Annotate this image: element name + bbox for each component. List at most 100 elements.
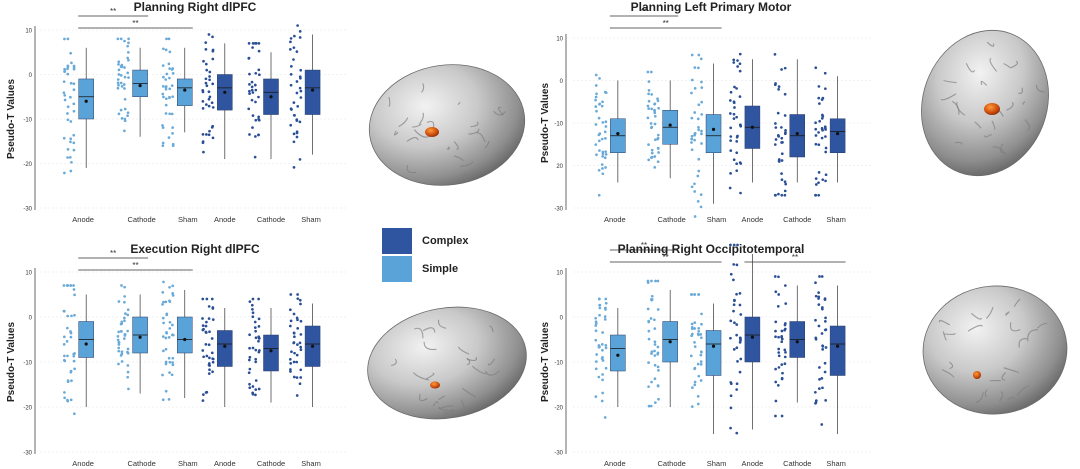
data-dot	[168, 76, 171, 80]
data-dot	[700, 322, 703, 326]
data-dot	[126, 347, 130, 351]
box-mean	[183, 88, 187, 92]
data-dot	[783, 348, 787, 352]
data-dot	[119, 37, 123, 41]
brain-sulcus	[413, 129, 431, 138]
data-dot	[205, 84, 209, 88]
data-dot	[62, 335, 66, 339]
data-dot	[204, 41, 208, 44]
data-dot	[123, 332, 127, 336]
data-dot	[657, 151, 660, 154]
brain-sulcus	[992, 146, 1007, 155]
data-dot	[693, 327, 697, 330]
y-tick-label: -20	[23, 162, 32, 168]
data-dot	[594, 84, 598, 87]
data-dot	[211, 318, 215, 321]
data-dot	[598, 77, 601, 80]
data-dot	[656, 133, 660, 137]
data-dot	[69, 51, 72, 55]
brain-sulcus	[432, 401, 439, 407]
significance-label: **	[132, 19, 138, 28]
brain-sulcus	[1016, 385, 1030, 396]
data-dot	[594, 324, 598, 327]
data-dot	[823, 361, 827, 365]
data-dot	[162, 321, 165, 325]
data-dot	[69, 95, 72, 99]
data-dot	[824, 399, 828, 402]
data-dot	[66, 105, 70, 109]
data-dot	[817, 303, 821, 306]
data-dot	[248, 355, 252, 359]
significance-bracket: **	[744, 253, 846, 263]
chart-panel-2: 10 0 -10 20 -30 Pseudo-T Values Planning Left …	[540, 0, 872, 224]
data-dot	[781, 140, 784, 144]
data-dot	[207, 305, 211, 308]
data-dot	[735, 333, 739, 337]
data-dot	[594, 143, 598, 146]
data-dot	[780, 414, 784, 418]
box-5	[263, 334, 279, 372]
data-dot	[601, 100, 604, 104]
data-dot	[700, 80, 703, 84]
data-dot	[598, 303, 602, 307]
data-dot	[211, 57, 215, 61]
data-dot	[733, 106, 736, 109]
data-dot	[604, 150, 608, 154]
x-category-label: Cathode	[257, 215, 285, 224]
data-dot	[732, 303, 736, 307]
significance-bracket: **	[78, 261, 193, 271]
data-dot	[693, 345, 697, 348]
data-dot	[117, 330, 121, 334]
brain-surface	[367, 306, 527, 420]
data-dot	[777, 293, 781, 296]
brain-sulcus	[412, 123, 422, 128]
data-dot	[168, 95, 171, 99]
data-dot	[171, 144, 175, 148]
box-mean	[183, 337, 187, 342]
data-dot	[700, 312, 703, 316]
data-dot	[117, 68, 121, 72]
brain-sulcus	[398, 117, 409, 128]
data-dot	[205, 297, 209, 301]
brain-sulcus	[438, 395, 446, 401]
data-dot	[258, 337, 261, 340]
data-dot	[66, 354, 69, 358]
data-dot	[784, 350, 787, 354]
data-dot	[693, 182, 696, 186]
data-dot	[62, 136, 66, 140]
data-dot	[735, 292, 738, 296]
significance-label: **	[110, 249, 116, 258]
data-dot	[171, 363, 175, 367]
data-dot	[292, 58, 295, 61]
data-dot	[690, 334, 693, 338]
data-dot	[601, 150, 605, 154]
data-dot	[693, 293, 697, 296]
data-dot	[293, 335, 296, 339]
data-dot	[211, 124, 215, 128]
data-dot	[777, 354, 781, 358]
data-dot	[63, 391, 66, 394]
data-dot	[72, 354, 76, 358]
data-dot	[299, 345, 303, 349]
data-dot	[63, 359, 67, 363]
data-dot	[690, 185, 694, 189]
data-dot	[653, 363, 657, 367]
y-tick-label: 10	[556, 271, 563, 277]
data-dot	[298, 30, 302, 33]
brain-sulcus	[437, 319, 447, 329]
data-dot	[824, 128, 827, 131]
data-dot	[774, 122, 777, 125]
brain-image-4	[922, 285, 1068, 415]
data-dot	[164, 336, 168, 340]
data-dot	[597, 297, 601, 301]
data-dot	[729, 394, 733, 398]
brain-sulcus	[487, 358, 496, 366]
data-dot	[777, 335, 780, 339]
data-dot	[116, 86, 120, 90]
data-dot	[728, 99, 732, 102]
data-dot	[208, 75, 211, 78]
data-dot	[162, 47, 165, 51]
data-dot	[126, 111, 130, 115]
brain-sulcus	[1027, 329, 1039, 342]
data-dot	[649, 404, 653, 408]
